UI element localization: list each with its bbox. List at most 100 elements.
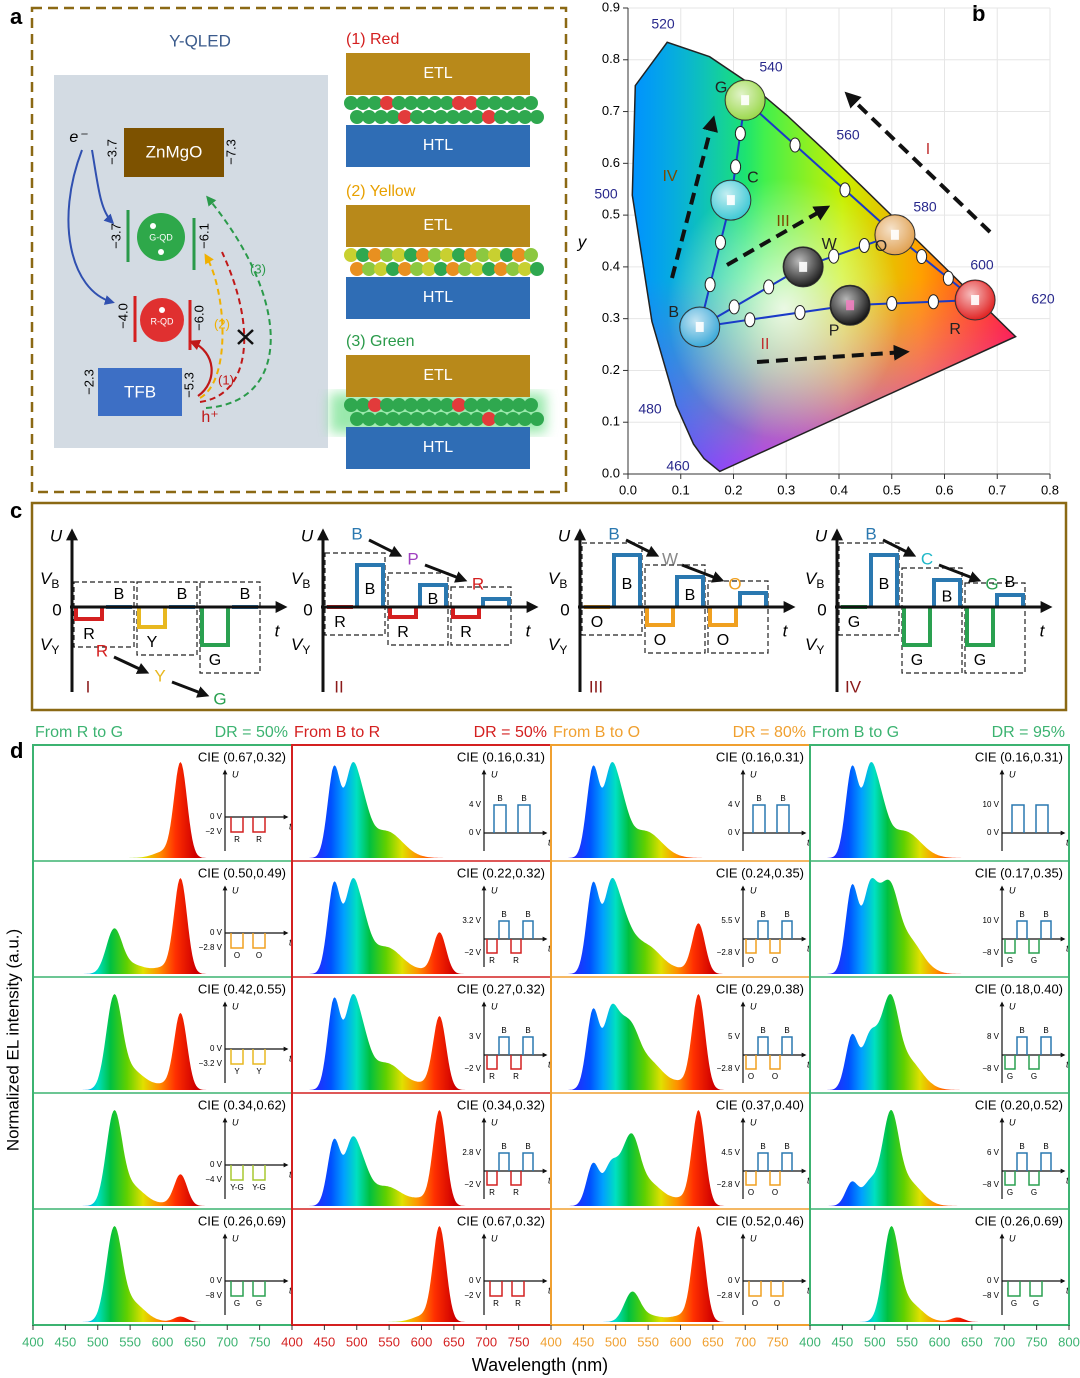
cie-coordinates: CIE (0.20,0.52) <box>975 1097 1063 1112</box>
spectrum <box>292 1226 551 1322</box>
inset-lower-label: R <box>256 835 262 844</box>
quantum-dot <box>362 262 376 276</box>
quantum-dot <box>506 110 520 124</box>
x-tick-label: 0.5 <box>883 482 901 497</box>
inset-t-label: t <box>807 1285 810 1295</box>
hole-path <box>205 195 272 409</box>
quantum-dot <box>422 262 436 276</box>
inset-upper-pulse <box>757 1036 769 1055</box>
x-tick-label: 450 <box>55 1334 77 1349</box>
x-tick-label: 400 <box>22 1334 44 1349</box>
quantum-dot <box>404 248 418 262</box>
wavelength-label: 480 <box>638 401 662 417</box>
tfb-box <box>98 368 182 416</box>
vy-label: VY <box>805 635 824 657</box>
inset-level: −8 V <box>982 1291 999 1300</box>
wavelength-label: 560 <box>836 127 860 143</box>
inset-upper-label: B <box>756 794 761 803</box>
upper-pulse <box>869 553 899 607</box>
sequence-arrow <box>424 563 468 583</box>
inset-lower-label: O <box>256 951 262 960</box>
sequence-label: C <box>921 549 933 568</box>
quantum-dot <box>350 262 364 276</box>
quantum-dot <box>524 248 538 262</box>
inset-lower-label: O <box>774 1299 780 1308</box>
dot-highlight <box>150 223 156 229</box>
inset-level: −8 V <box>982 948 999 957</box>
inset-t-label: t <box>289 937 292 947</box>
symbol: V <box>291 635 304 654</box>
intermediate-point <box>734 125 746 141</box>
quantum-dot <box>500 248 514 262</box>
inset-upper-label: B <box>501 1026 506 1035</box>
region-label: III <box>776 213 789 230</box>
lower-label: O <box>717 632 729 649</box>
cie-coordinates: CIE (0.16,0.31) <box>457 749 545 764</box>
x-tick-label: 550 <box>637 1334 659 1349</box>
quantum-dot <box>374 262 388 276</box>
y-axis-label: Normalized EL intensity (a.u.) <box>3 929 22 1151</box>
inset-upper-pulse <box>757 1152 769 1171</box>
inset-lower-label: Y-G <box>230 1183 244 1192</box>
lower-label: O <box>591 614 603 631</box>
spectrum <box>292 762 551 858</box>
g-qd-dot <box>137 213 185 261</box>
quantum-dot <box>494 110 508 124</box>
point-core <box>971 295 980 306</box>
inset-lower-label: O <box>748 1188 754 1197</box>
inset-lower-label: O <box>772 1072 778 1081</box>
inset-lower-pulse <box>252 1281 266 1297</box>
inset-t-label: t <box>807 943 810 953</box>
inset-level: −2 V <box>464 1064 481 1073</box>
inset-lower-pulse <box>252 817 266 833</box>
wavelength-label: 520 <box>651 16 675 32</box>
x-tick-label: 600 <box>670 1334 692 1349</box>
quantum-dot <box>374 110 388 124</box>
spectrum <box>292 994 551 1090</box>
energy-level: −3.7 <box>104 139 119 165</box>
inset-lower-pulse <box>769 939 781 954</box>
u-label: U <box>50 526 63 545</box>
inset-lower-pulse <box>511 1281 525 1297</box>
point-core <box>890 229 899 240</box>
quantum-dot <box>470 412 484 426</box>
x-tick-label: 550 <box>896 1334 918 1349</box>
direction-arrow <box>726 205 831 267</box>
inset-level: −2.8 V <box>717 1180 741 1189</box>
x-tick-label: 450 <box>573 1334 595 1349</box>
quantum-dot <box>434 412 448 426</box>
subscript: B <box>302 577 310 591</box>
sequence-label: P <box>407 549 418 568</box>
inset-level: 8 V <box>987 1032 1000 1041</box>
quantum-dot <box>512 398 526 412</box>
quantum-dot <box>416 248 430 262</box>
cie-coordinates: CIE (0.17,0.35) <box>975 865 1063 880</box>
cie-coordinates: CIE (0.18,0.40) <box>975 981 1063 996</box>
inset-lower-pulse <box>230 1165 244 1181</box>
lower-pulse <box>645 607 675 627</box>
inset-upper-pulse <box>498 920 510 939</box>
inset-lower-label: O <box>748 956 754 965</box>
cie-coordinates: CIE (0.67,0.32) <box>198 749 286 764</box>
quantum-dot <box>530 412 544 426</box>
device-title: (2) Yellow <box>346 183 416 200</box>
upper-pulse <box>612 553 642 607</box>
transition-line <box>744 99 896 236</box>
inset-t-label: t <box>289 1169 292 1179</box>
quantum-dot <box>464 248 478 262</box>
u-label: U <box>558 526 571 545</box>
spectrum <box>551 878 810 974</box>
inset-level: −4 V <box>205 1175 222 1184</box>
inset-level: 0 V <box>728 828 741 837</box>
cie-coordinates: CIE (0.34,0.62) <box>198 1097 286 1112</box>
inset-t-label: t <box>807 1059 810 1069</box>
etl-label: ETL <box>423 65 452 82</box>
lower-label: R <box>334 614 346 631</box>
roman-label: III <box>589 677 603 696</box>
x-tick-label: 550 <box>119 1334 141 1349</box>
duty-ratio: DR = 80% <box>733 724 806 741</box>
inset-lower-pulse <box>1004 1171 1016 1186</box>
sequence-label: R <box>472 574 484 593</box>
inset-upper-label: B <box>760 1142 765 1151</box>
